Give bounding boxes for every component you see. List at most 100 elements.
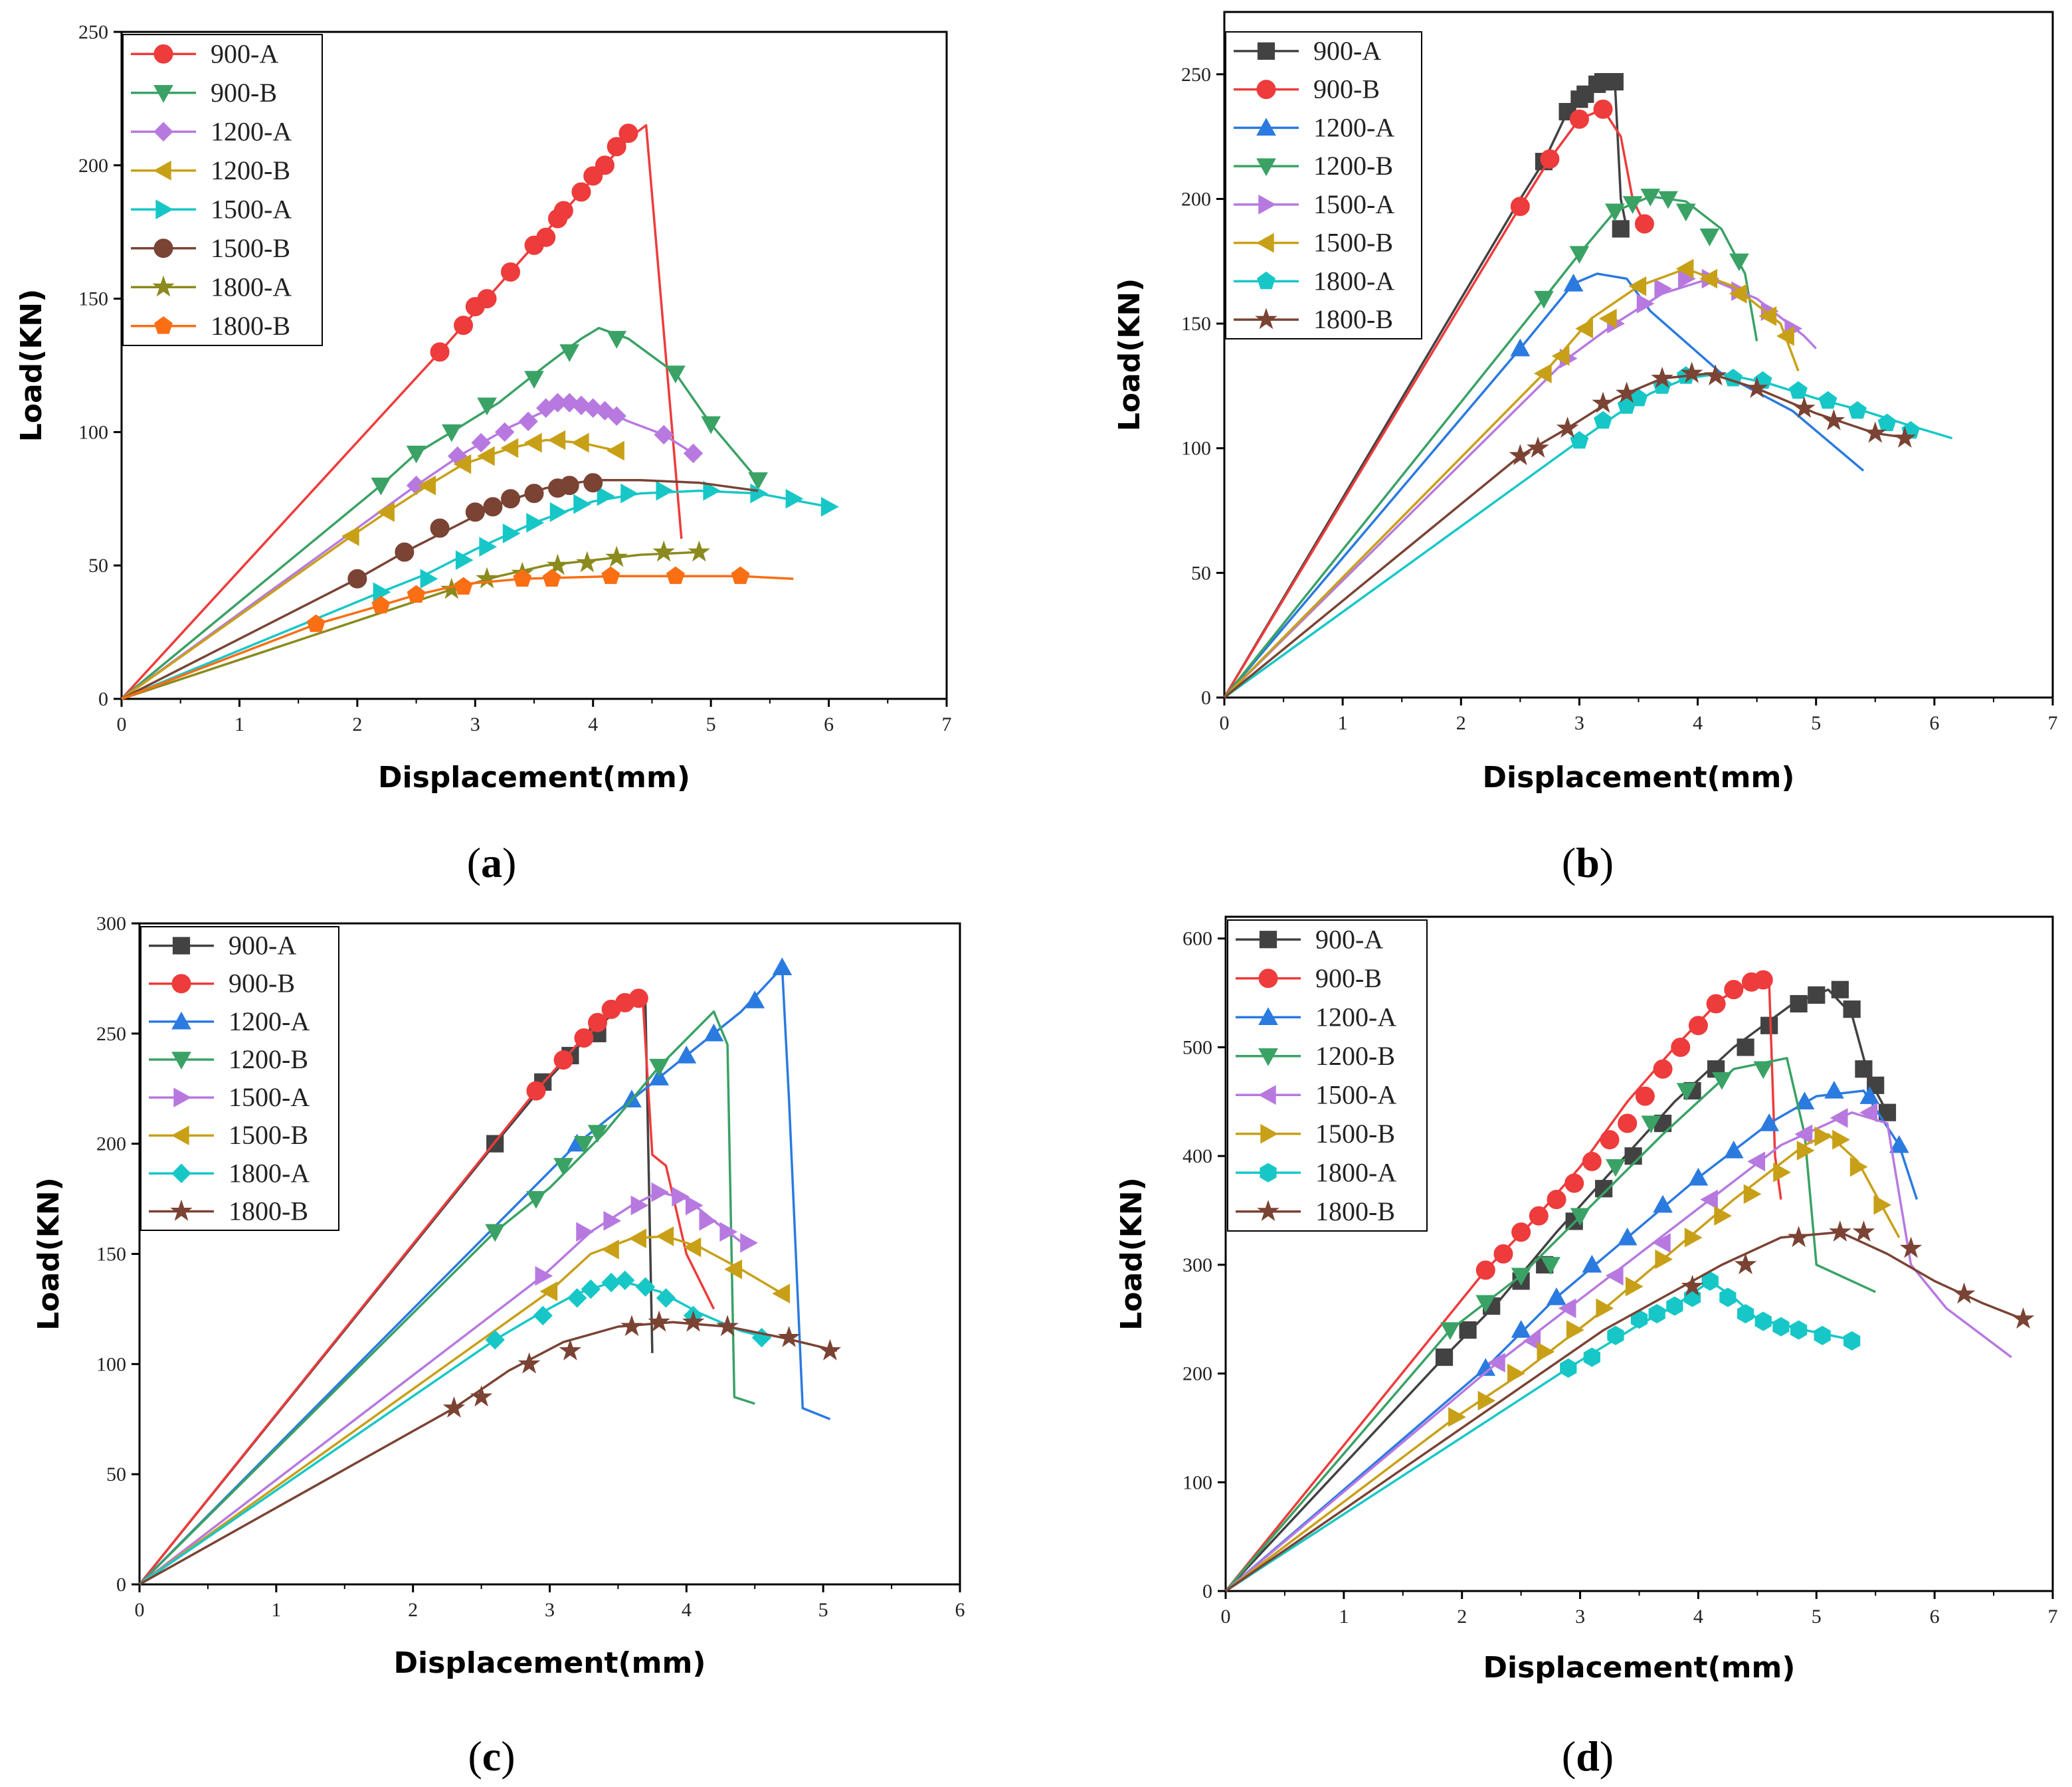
marker-triangle-up xyxy=(1824,1080,1844,1099)
marker-triangle-down xyxy=(649,1058,670,1077)
series-1500-A xyxy=(1224,1102,2012,1592)
series-line xyxy=(121,478,759,700)
marker-triangle-right xyxy=(1507,1363,1525,1384)
panel-caption: (c) xyxy=(468,1733,515,1780)
x-tick-label: 2 xyxy=(1457,1606,1467,1628)
x-tick-label: 5 xyxy=(1812,1606,1822,1628)
y-tick-label: 300 xyxy=(96,913,126,935)
x-tick-label: 1 xyxy=(271,1599,281,1621)
marker-triangle-down xyxy=(1258,1048,1278,1066)
marker-diamond xyxy=(656,1288,676,1308)
marker-triangle-right xyxy=(785,488,804,509)
marker-triangle-up xyxy=(1723,1140,1744,1159)
y-axis-title: Load(KN) xyxy=(1113,278,1147,432)
marker-triangle-right xyxy=(620,483,638,504)
marker-triangle-left xyxy=(171,1125,189,1146)
marker-circle xyxy=(347,569,367,589)
x-tick-label: 3 xyxy=(1575,1606,1585,1628)
marker-triangle-down xyxy=(1606,1159,1626,1177)
marker-diamond xyxy=(635,1277,656,1297)
y-tick-label: 200 xyxy=(1182,1363,1212,1385)
x-tick-label: 6 xyxy=(955,1599,965,1621)
y-tick-label: 50 xyxy=(106,1463,126,1485)
marker-circle xyxy=(1724,980,1744,1000)
marker-square xyxy=(1606,72,1624,91)
y-tick-label: 100 xyxy=(96,1353,126,1375)
legend-box xyxy=(1227,919,1428,1232)
marker-triangle-left xyxy=(1758,306,1777,326)
marker-triangle-up xyxy=(1510,338,1531,357)
marker-circle xyxy=(465,502,485,522)
marker-triangle-right xyxy=(630,1195,649,1216)
y-tick-label: 100 xyxy=(78,421,108,443)
y-tick-label: 50 xyxy=(1191,562,1211,584)
marker-triangle-left xyxy=(1675,258,1694,279)
marker-circle xyxy=(618,124,638,143)
marker-triangle-up xyxy=(772,957,793,976)
marker-triangle-right xyxy=(1625,1276,1644,1297)
marker-triangle-left xyxy=(628,1228,646,1249)
marker-triangle-down xyxy=(1699,229,1720,246)
marker-circle xyxy=(1653,1059,1673,1079)
marker-star xyxy=(152,275,175,297)
legend-label: 1500-B xyxy=(1315,1119,1395,1149)
legend: 900-A 900-B 1200-A 1200-B 1500-A 1500-B 1800-A… xyxy=(140,926,339,1231)
marker-diamond xyxy=(683,443,704,464)
marker-star xyxy=(1787,1226,1810,1248)
series-1200-A xyxy=(1223,272,1865,699)
y-tick-label: 250 xyxy=(1181,64,1211,86)
marker-pentagon xyxy=(542,569,561,587)
marker-circle xyxy=(524,484,544,504)
marker-hexagon xyxy=(1648,1303,1665,1324)
marker-triangle-down xyxy=(153,85,173,103)
legend-label: 1800-A xyxy=(229,1158,310,1188)
marker-circle xyxy=(1706,994,1726,1014)
marker-triangle-left xyxy=(1533,363,1552,383)
marker-triangle-left xyxy=(1700,1189,1718,1210)
y-tick-label: 0 xyxy=(1202,1580,1212,1602)
marker-circle xyxy=(483,497,503,517)
legend-label: 1800-A xyxy=(1313,266,1394,296)
marker-circle xyxy=(536,227,556,247)
marker-circle xyxy=(1635,1086,1655,1106)
marker-triangle-down xyxy=(1569,246,1590,264)
marker-circle xyxy=(1475,1260,1495,1280)
marker-star xyxy=(1893,426,1917,448)
marker-star xyxy=(648,1310,670,1332)
marker-pentagon xyxy=(306,614,326,632)
legend: 900-A 900-B 1200-A 1200-B 1500-A 1500-B 1800-A… xyxy=(1227,919,1428,1232)
marker-diamond xyxy=(153,122,173,141)
marker-triangle-up xyxy=(1759,1113,1779,1131)
marker-square xyxy=(1435,1348,1454,1366)
marker-square xyxy=(1760,1016,1778,1034)
marker-triangle-down xyxy=(1541,1257,1560,1275)
marker-triangle-right xyxy=(1743,1184,1762,1204)
x-tick-label: 2 xyxy=(408,1599,418,1621)
x-tick-label: 2 xyxy=(352,713,362,735)
marker-circle xyxy=(526,1081,546,1101)
chart-panel-b: (b) 0 1 2 3 4 5 6 7 0 50 100 150 200 250 Displacement(… xyxy=(1113,11,2058,886)
marker-triangle-right xyxy=(1636,294,1655,314)
marker-triangle-right xyxy=(1537,1341,1555,1362)
marker-triangle-down xyxy=(607,331,627,349)
x-axis-title: Displacement(mm) xyxy=(378,761,690,795)
marker-pentagon xyxy=(407,585,426,603)
series-1800-B xyxy=(1225,1220,2035,1592)
marker-star xyxy=(518,1352,541,1374)
marker-triangle-right xyxy=(1796,1141,1815,1161)
chart-panel-c: (c) 0 1 2 3 4 5 6 0 50 100 150 200 250 300 Displacemen… xyxy=(32,913,965,1780)
marker-triangle-right xyxy=(1260,1123,1279,1144)
marker-circle xyxy=(1753,970,1773,990)
marker-pentagon xyxy=(154,316,173,334)
series-1500-A xyxy=(121,480,839,700)
y-tick-label: 200 xyxy=(1181,188,1211,210)
marker-circle xyxy=(1529,1206,1549,1226)
marker-star xyxy=(688,540,711,562)
marker-triangle-down xyxy=(1729,253,1749,272)
x-tick-label: 6 xyxy=(1929,712,1939,734)
marker-circle xyxy=(1671,1037,1691,1057)
marker-triangle-down xyxy=(666,365,686,384)
chart-panel-d: (d) 0 1 2 3 4 5 6 7 0 100 200 300 400 500 600 Displacem… xyxy=(1115,915,2058,1780)
marker-triangle-left xyxy=(772,1283,791,1304)
x-tick-label: 0 xyxy=(1221,1606,1231,1628)
